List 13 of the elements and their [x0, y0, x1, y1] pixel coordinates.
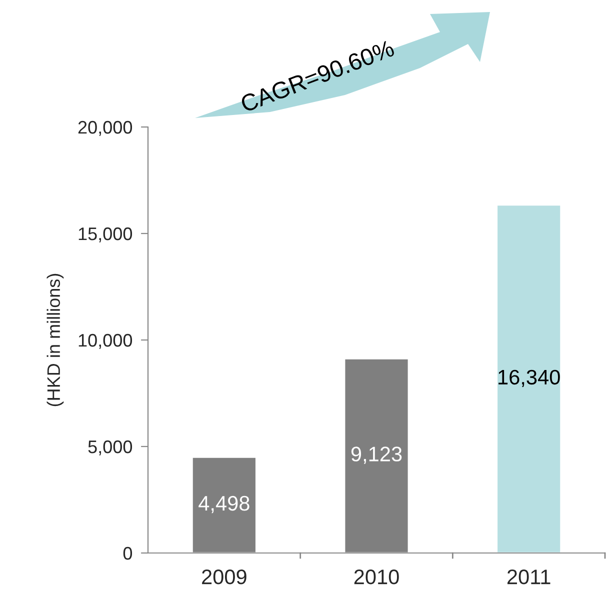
y-tick-label: 15,000	[78, 227, 132, 242]
data-label: 4,498	[198, 496, 250, 514]
y-tick-label: 0	[123, 546, 132, 560]
y-axis-title: (HKD in millions)	[46, 274, 64, 406]
y-tick-label: 10,000	[78, 334, 132, 349]
data-label: 9,123	[351, 446, 402, 464]
data-label: 16,340	[498, 370, 560, 388]
y-tick-label: 20,000	[78, 120, 132, 136]
x-tick-label: 2009	[202, 570, 246, 584]
x-tick-label: 2011	[507, 570, 550, 584]
y-tick-label: 5,000	[88, 440, 132, 456]
x-tick-label: 2010	[354, 570, 399, 584]
bar	[496, 204, 562, 553]
